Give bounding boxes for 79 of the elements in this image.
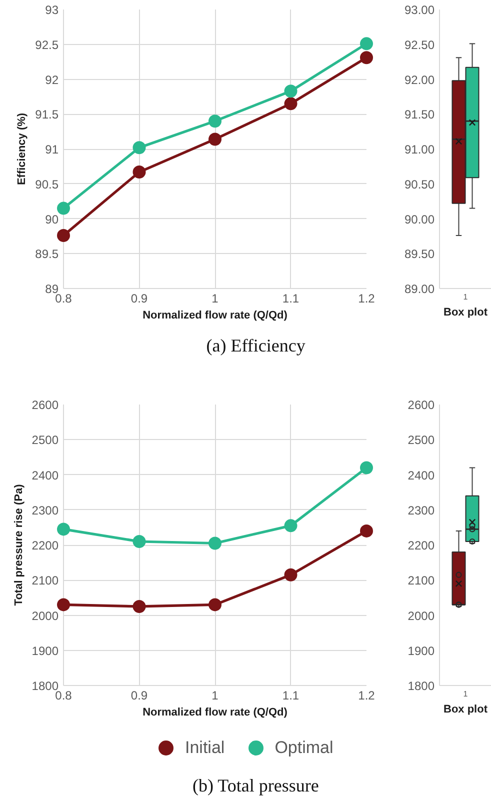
point [360, 51, 373, 64]
y-tick-label: 90.50 [404, 177, 435, 192]
y-tick-label: 2600 [32, 398, 59, 412]
point [208, 114, 222, 128]
y-tick-label: 90.5 [35, 177, 59, 192]
x-axis-title: Normalized flow rate (Q/Qd) [142, 310, 288, 322]
x-tick-label: 0.9 [130, 688, 148, 702]
legend-label: Initial [185, 736, 225, 758]
y-tick-label: 2600 [408, 398, 435, 412]
y-tick-label: 91.50 [404, 108, 435, 122]
y-tick-label: 2100 [408, 574, 435, 588]
point [284, 519, 298, 532]
point [360, 461, 373, 474]
x-axis-title: Normalized flow rate (Q/Qd) [142, 706, 288, 718]
y-tick-label: 92.00 [404, 72, 435, 87]
x-tick-label: 1 [463, 690, 468, 698]
x-tick-label: 1.2 [358, 688, 376, 702]
y-tick-label: 1800 [408, 679, 435, 693]
point [132, 535, 146, 548]
y-tick-label: 91.00 [404, 142, 435, 156]
point [57, 202, 70, 215]
x-axis-title: Box plot [444, 306, 488, 318]
y-tick-label: 92 [45, 72, 59, 87]
x-tick-label: 0.8 [55, 688, 72, 702]
y-tick-label: 93.00 [404, 3, 435, 17]
y-tick-label: 91.5 [35, 108, 59, 122]
x-tick-label: 0.9 [130, 292, 148, 306]
point [284, 84, 298, 98]
point [360, 524, 373, 538]
text: (a) Efficiency [206, 336, 306, 356]
y-tick-label: 92.5 [35, 38, 59, 52]
y-tick-label: 2200 [32, 538, 59, 552]
x-tick-label: 1 [463, 292, 468, 302]
point [208, 598, 222, 612]
point [284, 97, 298, 110]
x-axis-title: Box plot [444, 704, 488, 716]
y-tick-label: 2400 [32, 468, 59, 482]
y-tick-label: 91 [45, 142, 59, 156]
legend-label: Optimal [274, 736, 334, 758]
point [57, 522, 70, 536]
y-tick-label: 92.50 [404, 38, 435, 52]
text: (b) Total pressure [192, 776, 319, 796]
point [360, 37, 373, 50]
point [469, 538, 476, 545]
point [208, 536, 222, 550]
y-tick-label: 90 [45, 212, 59, 226]
y-tick-label: 2000 [32, 608, 59, 623]
y-tick-label: 89.00 [404, 282, 435, 296]
y-tick-label: 89.5 [35, 247, 59, 262]
y-tick-label: 2500 [408, 433, 435, 448]
x-tick-label: 1.1 [282, 688, 300, 702]
point [132, 166, 146, 179]
y-tick-label: 2100 [32, 574, 59, 588]
y-tick-label: 2200 [408, 538, 435, 552]
x-tick-label: 1.1 [282, 292, 300, 306]
point [57, 229, 70, 242]
point [132, 141, 146, 154]
y-tick-label: 89.50 [404, 247, 435, 262]
y-tick-label: 2300 [408, 503, 435, 518]
point [57, 598, 70, 612]
x-tick-label: 1 [212, 292, 219, 306]
y-tick-label: 2500 [32, 433, 59, 448]
x-tick-label: 0.8 [55, 292, 72, 306]
point [469, 522, 476, 529]
point [208, 132, 222, 146]
point [132, 600, 146, 613]
y-tick-label: 1900 [32, 644, 59, 658]
x-tick-label: 1.2 [358, 292, 376, 306]
y-tick-label: 90.00 [404, 212, 435, 226]
y-tick-label: 2400 [408, 468, 435, 482]
point [469, 526, 476, 532]
y-tick-label: 2300 [32, 503, 59, 518]
y-axis-title: Total pressure rise (Pa) [12, 484, 25, 606]
x-tick-label: 1 [212, 688, 219, 702]
point [284, 568, 298, 582]
y-tick-label: 2000 [408, 608, 435, 623]
y-tick-label: 93 [45, 3, 59, 17]
y-tick-label: 1900 [408, 644, 435, 658]
y-axis-title: Efficiency (%) [16, 112, 28, 186]
